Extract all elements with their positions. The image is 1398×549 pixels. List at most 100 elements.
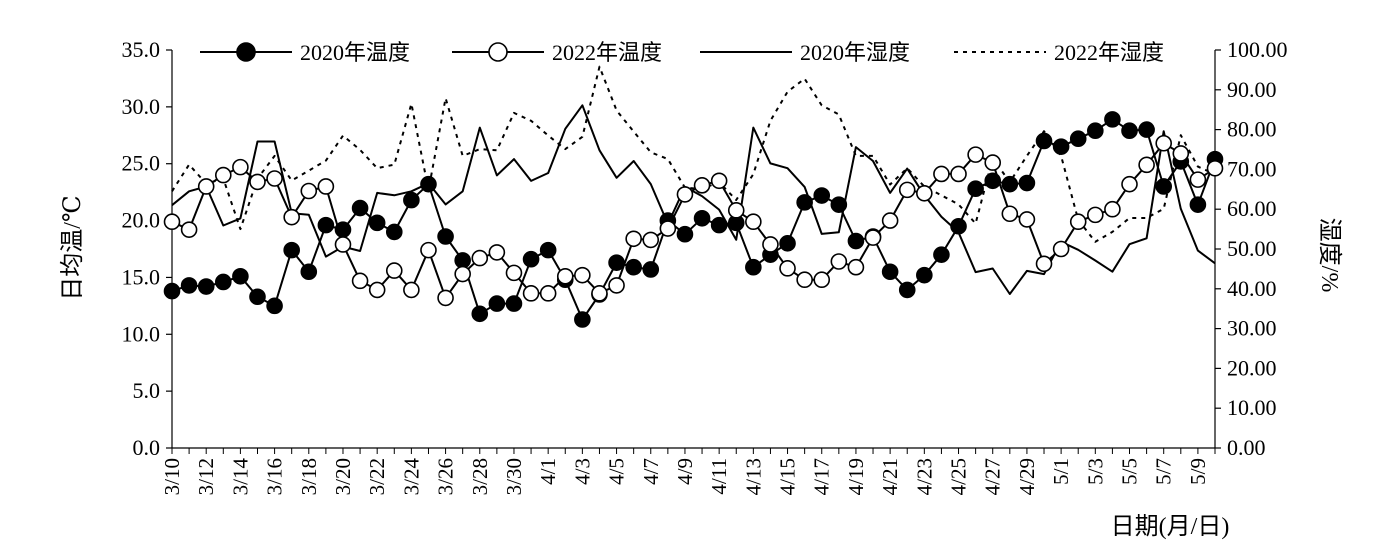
data-point-series-1 <box>1052 138 1070 155</box>
x-tick-label: 4/13 <box>741 458 765 495</box>
left-y-tick-label: 10.0 <box>122 321 161 346</box>
data-point-series-1 <box>830 196 848 213</box>
data-point-series-2 <box>539 285 557 302</box>
data-point-series-1 <box>676 225 694 243</box>
left-y-tick-label: 20.0 <box>122 208 161 233</box>
data-point-series-1 <box>1018 174 1036 192</box>
data-point-series-2 <box>1018 211 1036 228</box>
data-point-series-2 <box>471 249 489 267</box>
left-y-axis-title: 日均温/℃ <box>59 195 86 301</box>
data-point-series-1 <box>779 235 796 252</box>
data-point-series-2 <box>556 267 574 285</box>
data-point-series-2 <box>608 277 625 294</box>
data-point-series-1 <box>163 282 181 300</box>
data-point-series-1 <box>1155 178 1173 195</box>
left-y-tick-label: 15.0 <box>122 264 161 289</box>
data-point-series-2 <box>1155 134 1173 152</box>
data-point-series-2 <box>505 264 523 282</box>
data-point-series-2 <box>232 158 249 176</box>
data-point-series-2 <box>1069 213 1087 231</box>
data-point-series-1 <box>505 295 523 312</box>
right-y-tick-label: 80.00 <box>1227 117 1277 142</box>
x-tick-label: 4/27 <box>981 458 1005 495</box>
data-point-series-2 <box>574 266 591 284</box>
series-line-4 <box>171 65 1216 243</box>
data-point-series-1 <box>813 187 831 204</box>
data-point-series-1 <box>898 281 916 299</box>
data-point-series-2 <box>830 253 848 270</box>
data-point-series-2 <box>266 170 283 187</box>
data-point-series-2 <box>522 285 540 302</box>
x-tick-label: 5/5 <box>1118 458 1142 485</box>
data-point-series-1 <box>1035 132 1053 150</box>
data-point-series-1 <box>266 297 283 315</box>
data-point-series-2 <box>693 177 711 194</box>
legend-label-3: 2020年湿度 <box>800 40 910 65</box>
data-point-series-2 <box>1172 145 1190 162</box>
data-point-series-1 <box>334 221 352 238</box>
legend-marker-2 <box>488 42 508 62</box>
data-point-series-2 <box>437 289 454 307</box>
right-y-tick-label: 10.00 <box>1227 395 1277 420</box>
data-point-series-2 <box>1087 206 1104 224</box>
data-point-series-1 <box>197 278 215 295</box>
x-tick-label: 3/20 <box>331 458 355 495</box>
x-axis-title: 日期(月/日) <box>1111 514 1230 540</box>
data-point-series-2 <box>864 229 882 246</box>
series-line-3 <box>171 104 1216 295</box>
legend-label-4: 2022年湿度 <box>1054 40 1164 65</box>
data-point-series-2 <box>368 281 386 299</box>
data-point-series-2 <box>488 244 506 261</box>
data-point-series-1 <box>796 194 813 211</box>
legend: 2020年温度 2022年温度 2020年湿度 2022年湿度 <box>200 40 1164 65</box>
left-y-tick-label: 25.0 <box>122 151 161 176</box>
data-point-series-1 <box>642 261 660 278</box>
x-tick-label: 3/28 <box>468 458 492 495</box>
x-tick-label: 5/3 <box>1083 458 1107 485</box>
data-point-series-2 <box>385 262 403 279</box>
x-tick-label: 4/21 <box>878 458 902 495</box>
left-y-tick-label: 35.0 <box>122 37 161 62</box>
data-point-series-2 <box>163 213 181 231</box>
data-point-series-2 <box>351 272 369 290</box>
data-point-series-1 <box>403 191 420 209</box>
data-point-series-2 <box>1206 159 1224 177</box>
data-point-series-1 <box>950 217 967 235</box>
data-point-series-2 <box>214 166 232 184</box>
data-point-series-2 <box>642 231 660 249</box>
data-point-series-1 <box>1138 121 1155 138</box>
x-tick-label: 4/9 <box>673 458 697 485</box>
right-y-axis-title: 湿度/% <box>1316 218 1343 293</box>
data-point-series-1 <box>608 254 625 271</box>
data-point-series-1 <box>232 267 249 285</box>
data-point-series-1 <box>933 246 950 263</box>
data-point-series-1 <box>984 172 1002 190</box>
data-point-series-1 <box>300 263 318 281</box>
data-point-series-1 <box>249 288 266 306</box>
x-tick-label: 4/5 <box>605 458 629 485</box>
data-point-series-2 <box>1104 200 1121 218</box>
data-point-series-2 <box>933 165 950 183</box>
left-y-tick-label: 5.0 <box>133 378 161 403</box>
x-tick-label: 4/1 <box>536 458 560 485</box>
data-point-series-1 <box>625 258 642 276</box>
right-y-tick-label: 60.00 <box>1227 196 1277 221</box>
x-tick-label: 4/17 <box>810 458 834 495</box>
data-point-series-1 <box>693 209 711 227</box>
data-point-series-2 <box>1138 156 1155 174</box>
data-point-series-2 <box>727 202 745 219</box>
right-y-tick-label: 30.00 <box>1227 316 1277 341</box>
data-point-series-1 <box>385 223 403 241</box>
data-point-series-1 <box>368 214 386 232</box>
data-point-series-1 <box>351 199 369 217</box>
right-y-tick-label: 90.00 <box>1227 77 1277 102</box>
right-y-tick-label: 100.00 <box>1227 37 1288 62</box>
x-tick-label: 4/11 <box>707 458 731 495</box>
data-point-series-2 <box>317 178 335 195</box>
data-point-series-1 <box>847 232 865 250</box>
x-tick-label: 3/22 <box>365 458 389 495</box>
data-point-series-1 <box>522 250 540 268</box>
x-tick-label: 3/12 <box>194 458 218 495</box>
right-y-tick-label: 20.00 <box>1227 355 1277 380</box>
